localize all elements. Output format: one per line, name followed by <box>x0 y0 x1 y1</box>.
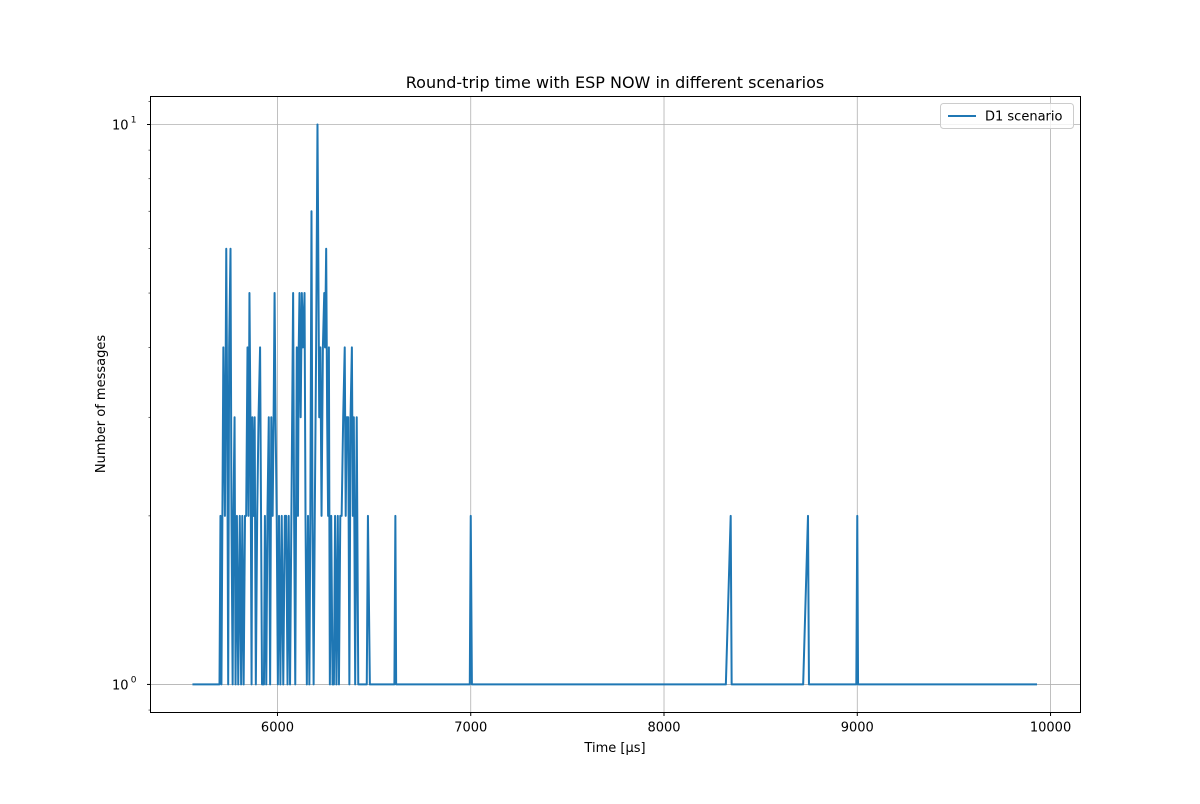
y-tick-label: 10 <box>112 678 129 693</box>
y-tick-label-exponent: 1 <box>131 115 137 125</box>
y-tick-label: 10 <box>112 118 129 133</box>
x-tick-label: 9000 <box>841 721 874 736</box>
y-axis-label: Number of messages <box>94 335 109 473</box>
x-tick-label: 10000 <box>1030 721 1071 736</box>
y-tick-label-exponent: 0 <box>131 675 137 685</box>
x-tick-label: 7000 <box>454 721 487 736</box>
chart-title: Round-trip time with ESP NOW in differen… <box>406 73 824 92</box>
series-layer <box>192 123 1038 686</box>
legend: D1 scenario <box>940 103 1074 129</box>
plot-frame <box>150 96 1081 713</box>
x-tick-label: 6000 <box>261 721 294 736</box>
legend-box <box>940 103 1074 129</box>
legend-label: D1 scenario <box>985 110 1062 125</box>
x-axis: 6000 7000 8000 9000 10000 <box>261 712 1071 736</box>
x-axis-label: Time [µs] <box>583 741 645 756</box>
x-tick-label: 8000 <box>647 721 680 736</box>
series-line-d1-scenario <box>192 123 1038 686</box>
